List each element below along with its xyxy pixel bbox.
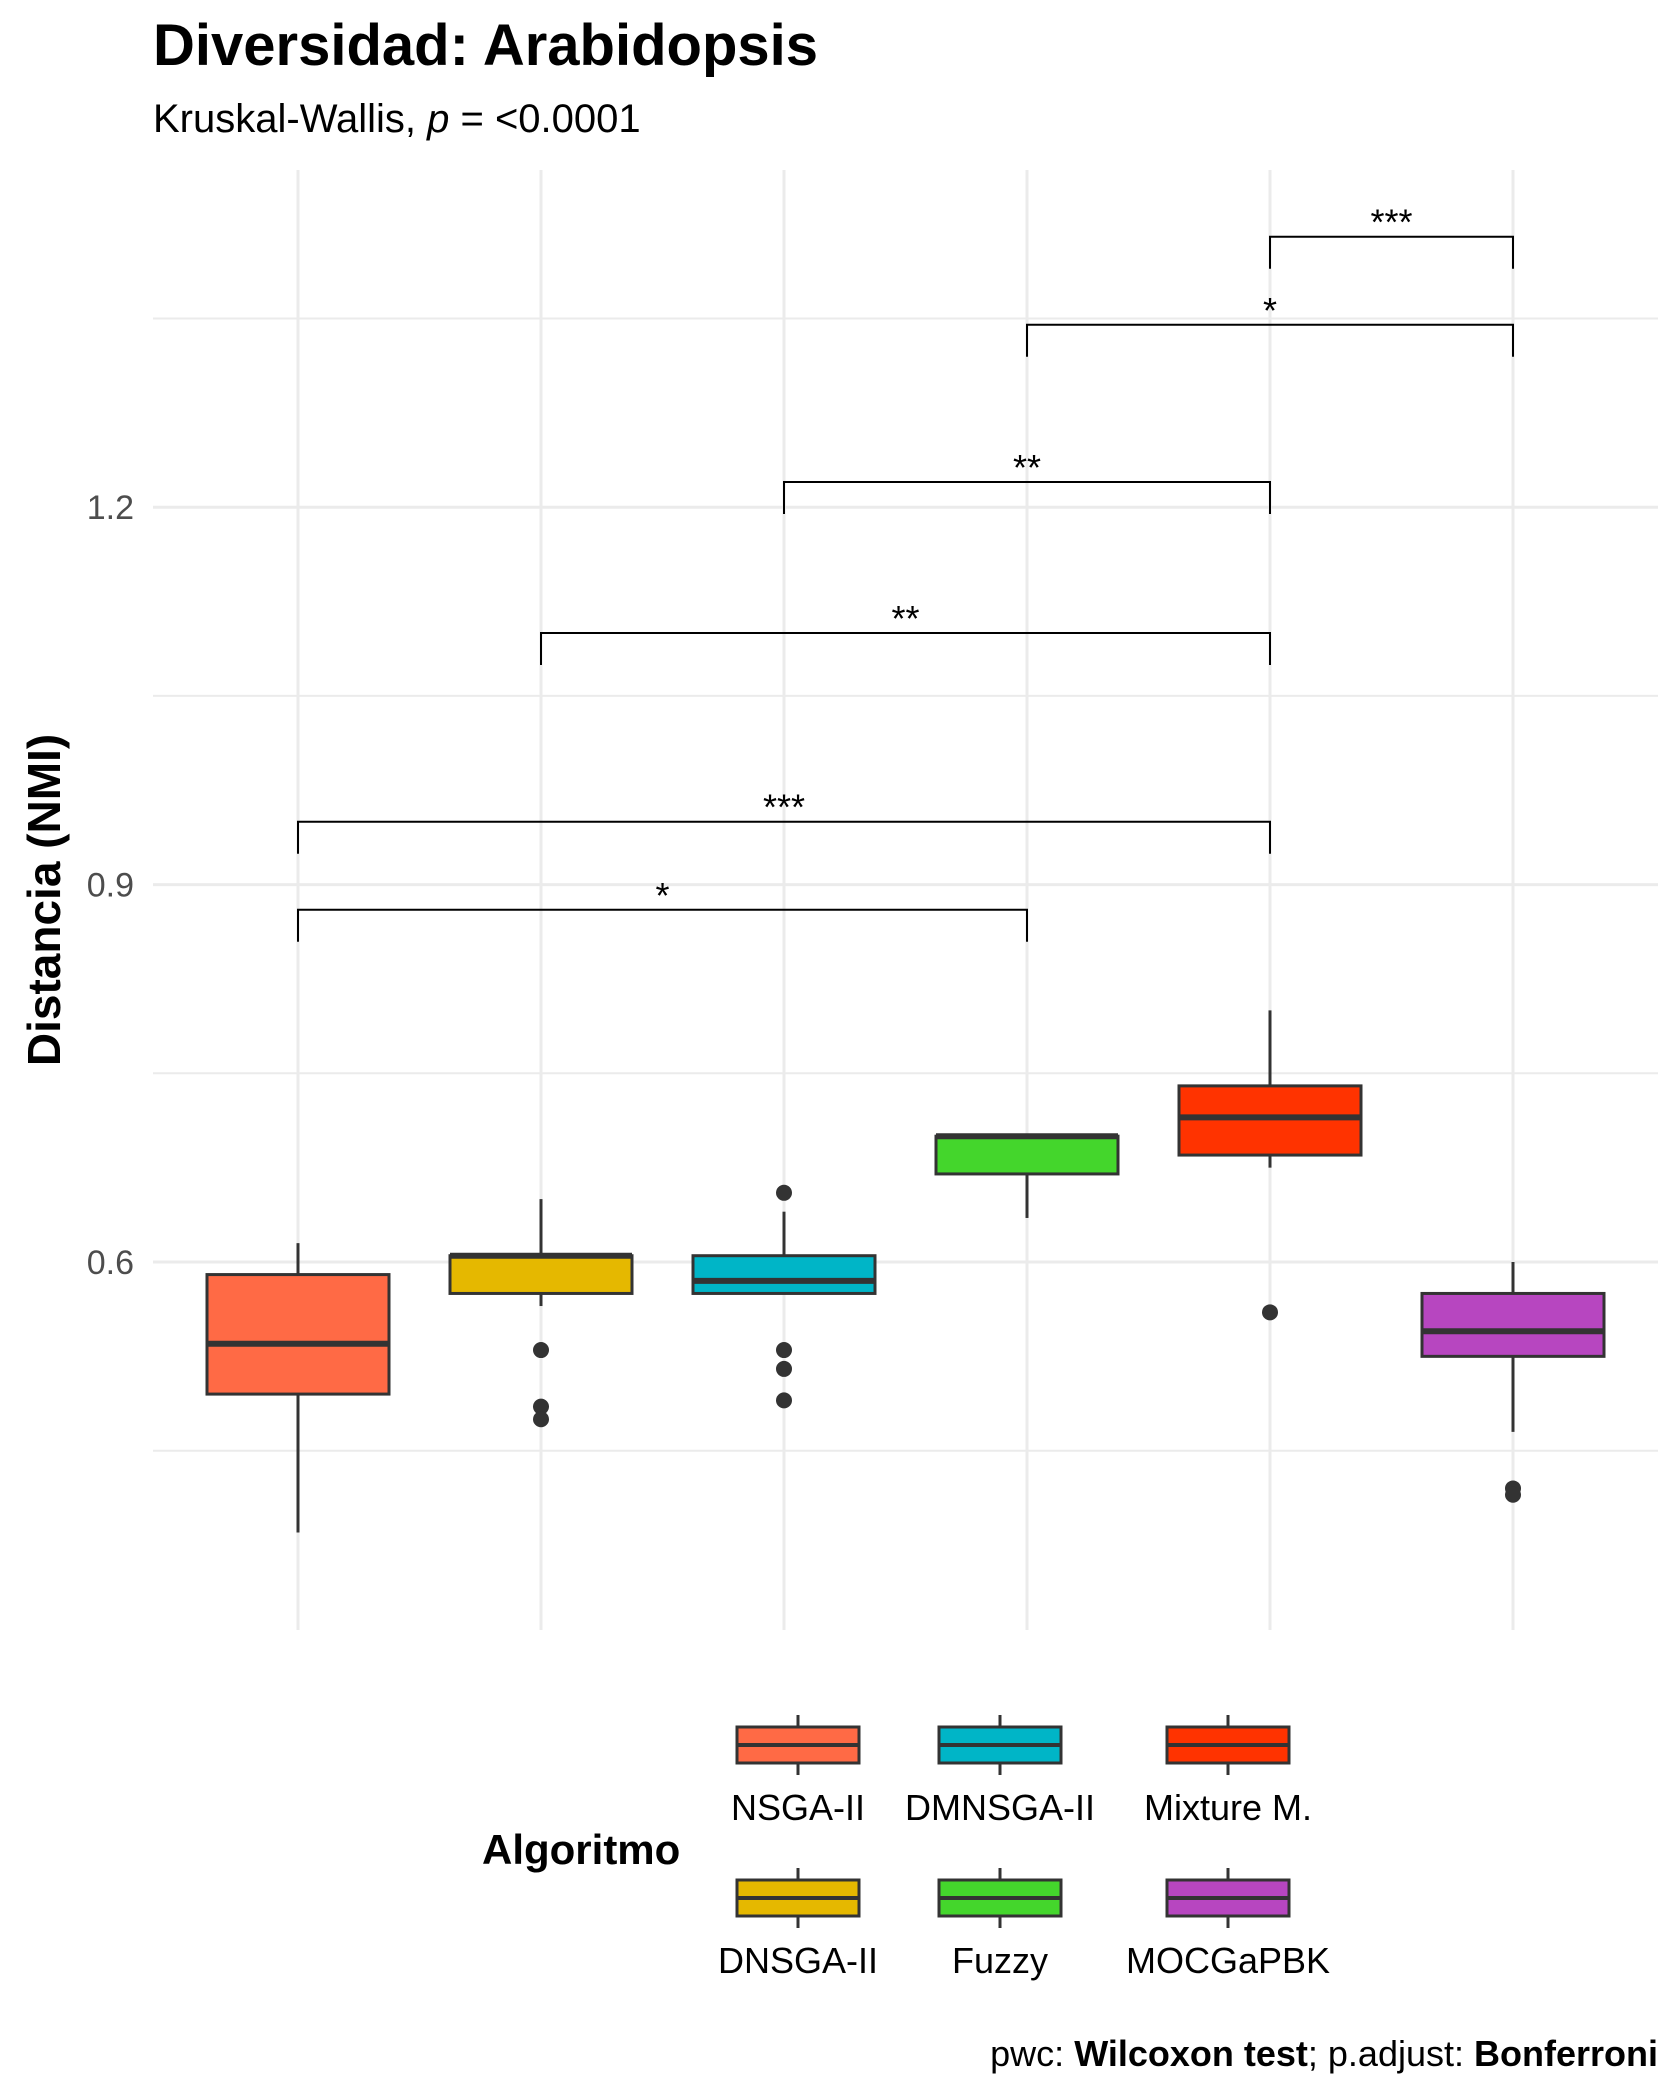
legend-item: DNSGA-II <box>718 1868 878 1981</box>
y-axis: 0.6 0.9 1.2 <box>87 489 134 1282</box>
box <box>1177 1084 1363 1157</box>
outlier-point <box>533 1342 549 1359</box>
bracket-line <box>1269 235 1514 269</box>
bracket-line <box>297 908 1028 942</box>
significance-brackets: ************ <box>297 202 1514 942</box>
caption: pwc: Wilcoxon test; p.adjust: Bonferroni <box>990 2033 1658 2074</box>
legend-item: DMNSGA-II <box>905 1715 1095 1828</box>
comparison-bracket: *** <box>1269 202 1514 269</box>
boxplot-mocgapbk <box>1420 1262 1606 1503</box>
legend-item: Fuzzy <box>937 1868 1063 1981</box>
comparison-bracket: * <box>1026 290 1514 357</box>
grid <box>153 170 1658 1630</box>
y-axis-label: Distancia (NMI) <box>18 734 70 1066</box>
significance-label: ** <box>891 598 919 639</box>
bracket-line <box>297 820 1271 854</box>
box <box>934 1134 1120 1176</box>
bracket-line <box>540 632 1271 665</box>
significance-label: * <box>655 875 669 916</box>
outlier-point <box>1262 1304 1278 1321</box>
boxplot-nsga-ii <box>205 1243 391 1533</box>
boxplot-dmnsga-ii <box>691 1184 877 1409</box>
legend-label: NSGA-II <box>731 1787 865 1828</box>
legend-item: MOCGaPBK <box>1126 1868 1330 1981</box>
outlier-point <box>776 1360 792 1377</box>
comparison-bracket: ** <box>783 447 1271 515</box>
boxplot-fuzzy <box>934 1133 1120 1218</box>
box <box>691 1254 877 1295</box>
significance-label: *** <box>1370 202 1412 243</box>
boxplots <box>205 1010 1606 1533</box>
outlier-point <box>533 1411 549 1428</box>
legend-item: NSGA-II <box>731 1715 865 1828</box>
comparison-bracket: *** <box>297 787 1271 854</box>
box <box>1420 1291 1606 1358</box>
outlier-point <box>776 1184 792 1201</box>
significance-label: *** <box>763 787 805 828</box>
legend-label: DNSGA-II <box>718 1940 878 1981</box>
significance-label: ** <box>1013 447 1041 488</box>
chart-title: Diversidad: Arabidopsis <box>153 13 818 78</box>
comparison-bracket: * <box>297 875 1028 942</box>
box <box>448 1254 634 1295</box>
legend-title: Algoritmo <box>482 1826 680 1873</box>
outlier-point <box>776 1392 792 1409</box>
chart-subtitle: Kruskal-Wallis, p = <0.0001 <box>153 97 641 141</box>
comparison-bracket: ** <box>540 598 1271 665</box>
y-tick-label: 1.2 <box>87 489 134 527</box>
legend: Algoritmo NSGA-II DMNSGA-II Mixture M. DNSG… <box>482 1715 1330 1981</box>
bracket-line <box>783 481 1271 515</box>
outlier-point <box>533 1398 549 1415</box>
boxplot-dnsga-ii <box>448 1199 634 1428</box>
outlier-point <box>776 1342 792 1359</box>
y-tick-label: 0.9 <box>87 867 134 905</box>
legend-label: DMNSGA-II <box>905 1787 1095 1828</box>
legend-label: Fuzzy <box>952 1940 1048 1981</box>
legend-label: MOCGaPBK <box>1126 1940 1330 1981</box>
boxplot-mixture-m <box>1177 1010 1363 1321</box>
legend-label: Mixture M. <box>1144 1787 1312 1828</box>
significance-label: * <box>1263 290 1277 331</box>
legend-item: Mixture M. <box>1144 1715 1312 1828</box>
bracket-line <box>1026 323 1514 357</box>
y-tick-label: 0.6 <box>87 1244 134 1282</box>
outlier-point <box>1505 1486 1521 1503</box>
box <box>205 1273 391 1396</box>
